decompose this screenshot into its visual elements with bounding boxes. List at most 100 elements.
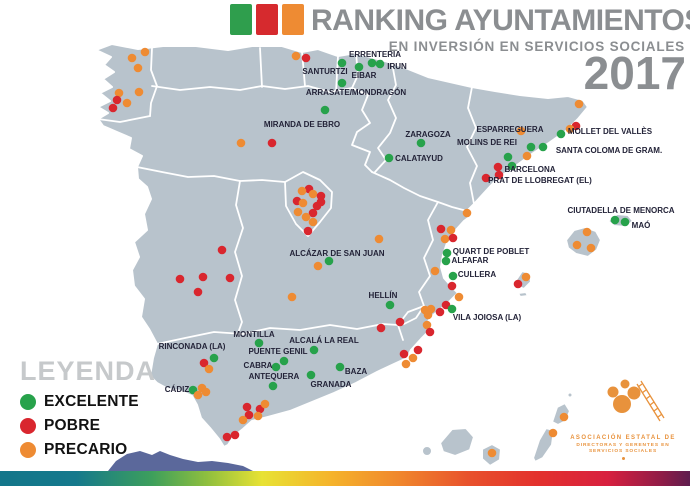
- rating-dot-excellent: [306, 370, 316, 380]
- rating-dot-precarious: [291, 51, 301, 61]
- rating-dot-excellent: [209, 353, 219, 363]
- rating-dot-precarious: [201, 387, 211, 397]
- city-label: CABRA: [244, 361, 273, 370]
- rating-dot-precarious: [559, 412, 569, 422]
- rating-dot-precarious: [287, 292, 297, 302]
- rating-dot-excellent: [268, 381, 278, 391]
- city-label: RINCONADA (LA): [159, 342, 226, 351]
- city-label: MOLLET DEL VALLÈS: [568, 127, 653, 136]
- rating-dot-precarious: [293, 207, 303, 217]
- legend-dot-icon: [20, 394, 36, 410]
- city-label: EIBAR: [352, 71, 377, 80]
- legend-item-label: PRECARIO: [44, 441, 128, 458]
- city-label: CULLERA: [458, 270, 496, 279]
- city-label: CIUTADELLA DE MENORCA: [567, 206, 674, 215]
- rating-dot-poor: [447, 281, 457, 291]
- rating-dot-poor: [493, 162, 503, 172]
- city-label: BAZA: [345, 367, 367, 376]
- city-label: GRANADA: [311, 380, 352, 389]
- city-labels-layer: ERRENTERIA IRUN SANTURTZI EIBAR ARRASATE/MON…: [159, 50, 675, 394]
- rating-dot-precarious: [127, 53, 137, 63]
- city-label: MOLINS DE REI: [457, 138, 517, 147]
- rating-dot-poor: [199, 358, 209, 368]
- city-label: MIRANDA DE EBRO: [264, 120, 340, 129]
- rating-dot-excellent: [309, 345, 319, 355]
- rating-dot-poor: [399, 349, 409, 359]
- rating-dot-poor: [308, 208, 318, 218]
- city-label: ANTEQUERA: [249, 372, 300, 381]
- rating-dot-poor: [513, 279, 523, 289]
- city-label: ALCÁZAR DE SAN JUAN: [289, 249, 384, 258]
- formentera-shape: [517, 291, 529, 298]
- rating-dot-precarious: [422, 320, 432, 330]
- rating-dot-poor: [301, 53, 311, 63]
- legend-item-excelente: EXCELENTE: [20, 393, 156, 411]
- legend-title: LEYENDA: [20, 356, 157, 386]
- rating-dot-poor: [193, 287, 203, 297]
- rating-dot-precarious: [586, 243, 596, 253]
- rating-dot-precarious: [565, 124, 575, 134]
- rating-dot-excellent: [441, 256, 451, 266]
- legend-item-label: EXCELENTE: [44, 393, 139, 410]
- association-name-line2: DIRECTORAS Y GERENTES EN: [576, 443, 670, 448]
- rating-dot-precarious: [140, 47, 150, 57]
- rating-dot-excellent: [279, 356, 289, 366]
- rating-dot-precarious: [574, 99, 584, 109]
- rating-dot-poor: [267, 138, 277, 148]
- rating-dot-excellent: [320, 105, 330, 115]
- city-label: ZARAGOZA: [405, 130, 451, 139]
- title-bars-icon: [230, 4, 304, 35]
- city-label: SANTURTZI: [302, 67, 347, 76]
- rating-dot-poor: [312, 201, 322, 211]
- city-label: VILA JOIOSA (LA): [453, 313, 522, 322]
- rating-dot-precarious: [122, 98, 132, 108]
- city-label: SANTA COLOMA DE GRAM.: [556, 146, 662, 155]
- city-label: QUART DE POBLET: [453, 247, 530, 256]
- city-label: BARCELONA: [504, 165, 555, 174]
- city-label: ALCALÁ LA REAL: [289, 336, 359, 345]
- rating-dot-precarious: [298, 198, 308, 208]
- city-label: ARRASATE/MONDRAGÓN: [306, 88, 407, 97]
- green-bar-icon: [230, 4, 252, 35]
- city-label: PUENTE GENIL: [248, 347, 307, 356]
- rating-dot-excellent: [375, 59, 385, 69]
- gomera-shape: [421, 445, 433, 457]
- rating-dot-precarious: [297, 186, 307, 196]
- legend-items: EXCELENTE POBRE PRECARIO: [20, 393, 156, 459]
- city-label: IRUN: [387, 62, 407, 71]
- rating-dot-excellent: [384, 153, 394, 163]
- rating-dot-poor: [108, 103, 118, 113]
- rating-dot-precarious: [253, 411, 263, 421]
- landmass: [95, 43, 634, 467]
- rating-dot-excellent: [538, 142, 548, 152]
- rating-dot-precarious: [301, 212, 311, 222]
- rating-dot-precarious: [462, 208, 472, 218]
- rating-dot-poor: [244, 410, 254, 420]
- rating-dot-poor: [448, 233, 458, 243]
- rating-dot-excellent: [620, 217, 630, 227]
- association-name-line3: SERVICIOS SOCIALES: [588, 449, 658, 454]
- logo-dot-icon: [621, 457, 625, 460]
- spain-mainland-shape: [95, 43, 589, 448]
- rating-dot-poor: [222, 432, 232, 442]
- city-label: ERRENTERIA: [349, 50, 401, 59]
- rating-dot-poor: [481, 173, 491, 183]
- rating-dot-precarious: [446, 225, 456, 235]
- rating-dot-poor: [230, 430, 240, 440]
- legend: LEYENDA EXCELENTE POBRE PRECARIO: [20, 356, 156, 459]
- rating-dot-precarious: [204, 364, 214, 374]
- rating-dots-layer: [108, 47, 630, 458]
- city-label: ALFAFAR: [452, 256, 489, 265]
- rating-dot-excellent: [503, 152, 513, 162]
- rating-dot-precarious: [260, 399, 270, 409]
- rating-dot-poor: [242, 402, 252, 412]
- rating-dot-poor: [376, 323, 386, 333]
- rating-dot-poor: [175, 274, 185, 284]
- city-label: PRAT DE LLOBREGAT (EL): [488, 176, 592, 185]
- rating-dot-poor: [217, 245, 227, 255]
- rating-dot-precarious: [521, 272, 531, 282]
- rating-dot-excellent: [448, 271, 458, 281]
- rating-dot-excellent: [337, 58, 347, 68]
- rating-dot-precarious: [548, 428, 558, 438]
